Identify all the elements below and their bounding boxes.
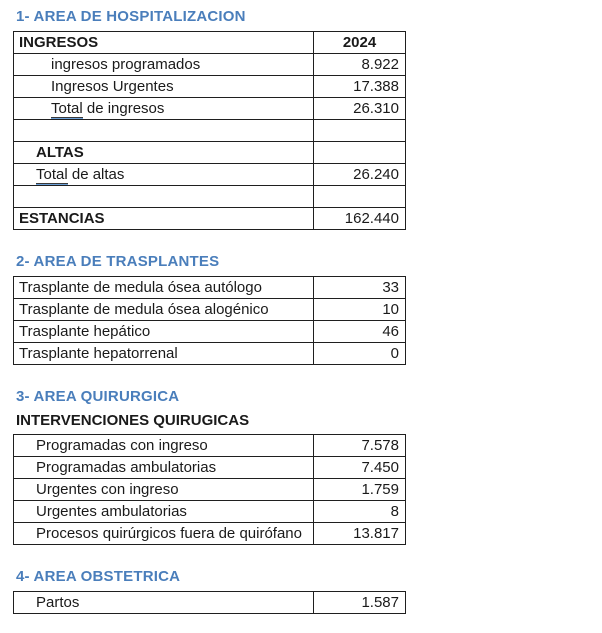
row-value: 162.440 — [313, 207, 406, 230]
table-row: Trasplante hepático 46 — [13, 320, 406, 343]
table-row: Urgentes con ingreso 1.759 — [13, 478, 406, 501]
table-row: Partos 1.587 — [13, 591, 406, 614]
row-value: 10 — [313, 298, 406, 321]
row-label: Trasplante de medula ósea alogénico — [13, 298, 314, 321]
table-row: ESTANCIAS 162.440 — [13, 207, 406, 230]
row-value: 2024 — [313, 31, 406, 54]
row-label: ingresos programados — [13, 53, 314, 76]
row-label: Procesos quirúrgicos fuera de quirófano — [13, 522, 314, 545]
grammar-underlined-word: Total — [36, 166, 68, 184]
table-row — [13, 185, 406, 208]
table-row: Procesos quirúrgicos fuera de quirófano 1… — [13, 522, 406, 545]
table-row: Trasplante hepatorrenal 0 — [13, 342, 406, 365]
row-value: 1.587 — [313, 591, 406, 614]
grammar-underlined-word: Total — [51, 100, 83, 118]
row-label: Trasplante hepatorrenal — [13, 342, 314, 365]
table-row: ALTAS — [13, 141, 406, 164]
row-value: 7.450 — [313, 456, 406, 479]
surgical-table: Programadas con ingreso 7.578 Programadas … — [13, 434, 406, 545]
section-hospitalizacion: 1- AREA DE HOSPITALIZACION INGRESOS 2024 i… — [13, 7, 602, 230]
hospitalization-table: INGRESOS 2024 ingresos programados 8.922 Ing… — [13, 31, 406, 230]
row-value: 17.388 — [313, 75, 406, 98]
row-label: Total de altas — [13, 163, 314, 186]
row-label — [13, 185, 314, 208]
section-title-quirurgica: 3- AREA QUIRURGICA — [16, 388, 180, 405]
row-label: Programadas con ingreso — [13, 434, 314, 457]
row-value: 26.240 — [313, 163, 406, 186]
row-label: Trasplante hepático — [13, 320, 314, 343]
row-label: ALTAS — [13, 141, 314, 164]
section-quirurgica: 3- AREA QUIRURGICA INTERVENCIONES QUIRUG… — [13, 387, 602, 545]
row-value: 46 — [313, 320, 406, 343]
row-value: 8.922 — [313, 53, 406, 76]
document-page: 1- AREA DE HOSPITALIZACION INGRESOS 2024 i… — [13, 7, 602, 614]
row-label: Urgentes ambulatorias — [13, 500, 314, 523]
row-label: Urgentes con ingreso — [13, 478, 314, 501]
section-title-trasplantes: 2- AREA DE TRASPLANTES — [16, 253, 220, 270]
row-label: Ingresos Urgentes — [13, 75, 314, 98]
row-label: Trasplante de medula ósea autólogo — [13, 276, 314, 299]
table-row: Trasplante de medula ósea autólogo 33 — [13, 276, 406, 299]
table-row: Programadas ambulatorias 7.450 — [13, 456, 406, 479]
row-value: 1.759 — [313, 478, 406, 501]
table-row: Trasplante de medula ósea alogénico 10 — [13, 298, 406, 321]
table-row: ingresos programados 8.922 — [13, 53, 406, 76]
table-row: Programadas con ingreso 7.578 — [13, 434, 406, 457]
row-value: 33 — [313, 276, 406, 299]
row-value — [313, 185, 406, 208]
row-value: 8 — [313, 500, 406, 523]
row-value — [313, 119, 406, 142]
table-row: Urgentes ambulatorias 8 — [13, 500, 406, 523]
row-label: INGRESOS — [13, 31, 314, 54]
row-value: 13.817 — [313, 522, 406, 545]
obstetrics-table: Partos 1.587 — [13, 591, 406, 614]
table-row: Total de ingresos 26.310 — [13, 97, 406, 120]
row-value: 0 — [313, 342, 406, 365]
row-value: 26.310 — [313, 97, 406, 120]
row-label: Programadas ambulatorias — [13, 456, 314, 479]
table-row — [13, 119, 406, 142]
row-value: 7.578 — [313, 434, 406, 457]
transplants-table: Trasplante de medula ósea autólogo 33 Tras… — [13, 276, 406, 365]
row-label: ESTANCIAS — [13, 207, 314, 230]
table-row: INGRESOS 2024 — [13, 31, 406, 54]
section-subtitle-intervenciones: INTERVENCIONES QUIRUGICAS — [16, 412, 250, 429]
section-trasplantes: 2- AREA DE TRASPLANTES Trasplante de med… — [13, 252, 602, 365]
row-label: Total de ingresos — [13, 97, 314, 120]
row-label — [13, 119, 314, 142]
row-value — [313, 141, 406, 164]
table-row: Total de altas 26.240 — [13, 163, 406, 186]
section-obstetrica: 4- AREA OBSTETRICA Partos 1.587 — [13, 567, 602, 614]
section-title-obstetrica: 4- AREA OBSTETRICA — [16, 568, 181, 585]
table-row: Ingresos Urgentes 17.388 — [13, 75, 406, 98]
section-title-hospitalizacion: 1- AREA DE HOSPITALIZACION — [16, 8, 246, 25]
row-label: Partos — [13, 591, 314, 614]
